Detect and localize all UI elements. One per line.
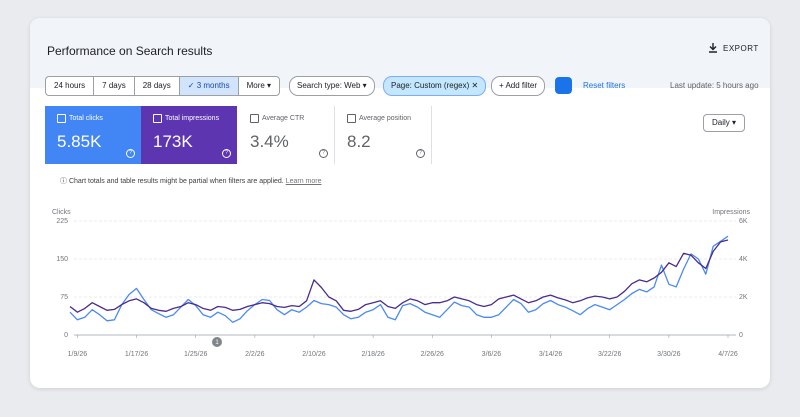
- x-tick-label: 3/22/26: [598, 351, 621, 358]
- annotation-label: 1: [215, 340, 219, 346]
- granularity-label: Daily: [712, 118, 730, 127]
- y-tick-label: 75: [60, 294, 68, 301]
- y2-tick-label: 0: [739, 332, 743, 339]
- help-icon: ?: [126, 149, 135, 158]
- metric-card[interactable]: Total clicks 5.85K ?: [45, 106, 141, 164]
- series-line: [69, 239, 729, 313]
- x-tick-label: 3/30/26: [657, 351, 680, 358]
- granularity-select[interactable]: Daily ▾: [703, 114, 746, 132]
- checkbox: [57, 114, 66, 123]
- metric-label: Average position: [359, 115, 412, 122]
- metric-card[interactable]: Total impressions 173K ?: [141, 106, 237, 164]
- series-line: [69, 235, 729, 323]
- y-tick-label: 225: [56, 218, 68, 225]
- more-option[interactable]: More ▾: [246, 81, 272, 90]
- x-tick-label: 2/10/26: [302, 351, 325, 358]
- card-header: Performance on Search results EXPORT 24 …: [30, 18, 770, 96]
- filter-label: Page: Custom (regex): [391, 81, 470, 90]
- metric-label: Total clicks: [69, 115, 103, 122]
- range-option[interactable]: 7 days: [94, 77, 135, 95]
- x-tick-label: 4/7/26: [718, 351, 738, 358]
- metric-value: 8.2: [347, 132, 371, 151]
- y-axis-title: Clicks: [52, 209, 71, 216]
- page-title: Performance on Search results: [47, 44, 213, 58]
- y2-tick-label: 4K: [739, 256, 748, 263]
- metric-value: 3.4%: [250, 132, 289, 151]
- search-type-filter[interactable]: Search type: Web ▾: [289, 76, 375, 96]
- metric-value: 5.85K: [57, 132, 102, 151]
- metric-card[interactable]: Average CTR 3.4% ?: [238, 106, 335, 164]
- help-icon: ?: [319, 149, 328, 158]
- more-label: More: [246, 81, 265, 90]
- download-icon: [709, 43, 717, 53]
- range-option[interactable]: 24 hours: [46, 77, 95, 95]
- add-filter-button[interactable]: + Add filter: [491, 76, 546, 96]
- checkbox: [153, 114, 162, 123]
- range-label: 3 months: [196, 81, 230, 90]
- x-tick-label: 2/2/26: [245, 351, 265, 358]
- x-tick-label: 3/14/26: [539, 351, 562, 358]
- help-icon: ?: [222, 149, 231, 158]
- notice: ⓘ Chart totals and table results might b…: [60, 178, 322, 185]
- filter-label: Search type: Web: [297, 81, 361, 90]
- y2-tick-label: 6K: [739, 218, 748, 225]
- metric-label: Total impressions: [165, 115, 220, 122]
- x-tick-label: 1/25/26: [184, 351, 207, 358]
- filter-icon-button[interactable]: [555, 77, 572, 94]
- date-range-selector: 24 hours 7 days 28 days ✓ 3 months More …: [45, 76, 281, 96]
- export-button[interactable]: EXPORT: [708, 43, 759, 53]
- page-filter[interactable]: Page: Custom (regex) ✕: [383, 76, 487, 96]
- metric-label: Average CTR: [262, 115, 305, 122]
- last-update: Last update: 5 hours ago: [670, 81, 759, 90]
- x-tick-label: 1/17/26: [125, 351, 148, 358]
- y2-tick-label: 2K: [739, 294, 748, 301]
- y-tick-label: 150: [56, 256, 68, 263]
- checkbox: [250, 114, 259, 123]
- checkbox: [347, 114, 356, 123]
- annotation-marker: [212, 337, 222, 347]
- learn-more-link[interactable]: Learn more: [285, 178, 322, 185]
- metric-card[interactable]: Average position 8.2 ?: [335, 106, 432, 164]
- metric-value: 173K: [153, 132, 193, 151]
- add-filter-label: Add filter: [505, 81, 538, 90]
- x-tick-label: 3/6/26: [482, 351, 502, 358]
- y2-axis-title: Impressions: [712, 209, 750, 216]
- export-label: EXPORT: [723, 44, 759, 53]
- help-icon: ?: [416, 149, 425, 158]
- range-option[interactable]: 28 days: [135, 77, 180, 95]
- x-tick-label: 2/26/26: [421, 351, 444, 358]
- range-option-selected[interactable]: ✓ 3 months: [179, 77, 239, 95]
- x-tick-label: 2/18/26: [361, 351, 384, 358]
- y-tick-label: 0: [64, 332, 68, 339]
- notice-text: Chart totals and table results might be …: [68, 178, 284, 185]
- performance-card: Performance on Search results EXPORT 24 …: [30, 18, 770, 388]
- x-tick-label: 1/9/26: [68, 351, 88, 358]
- reset-filters[interactable]: Reset filters: [583, 81, 626, 90]
